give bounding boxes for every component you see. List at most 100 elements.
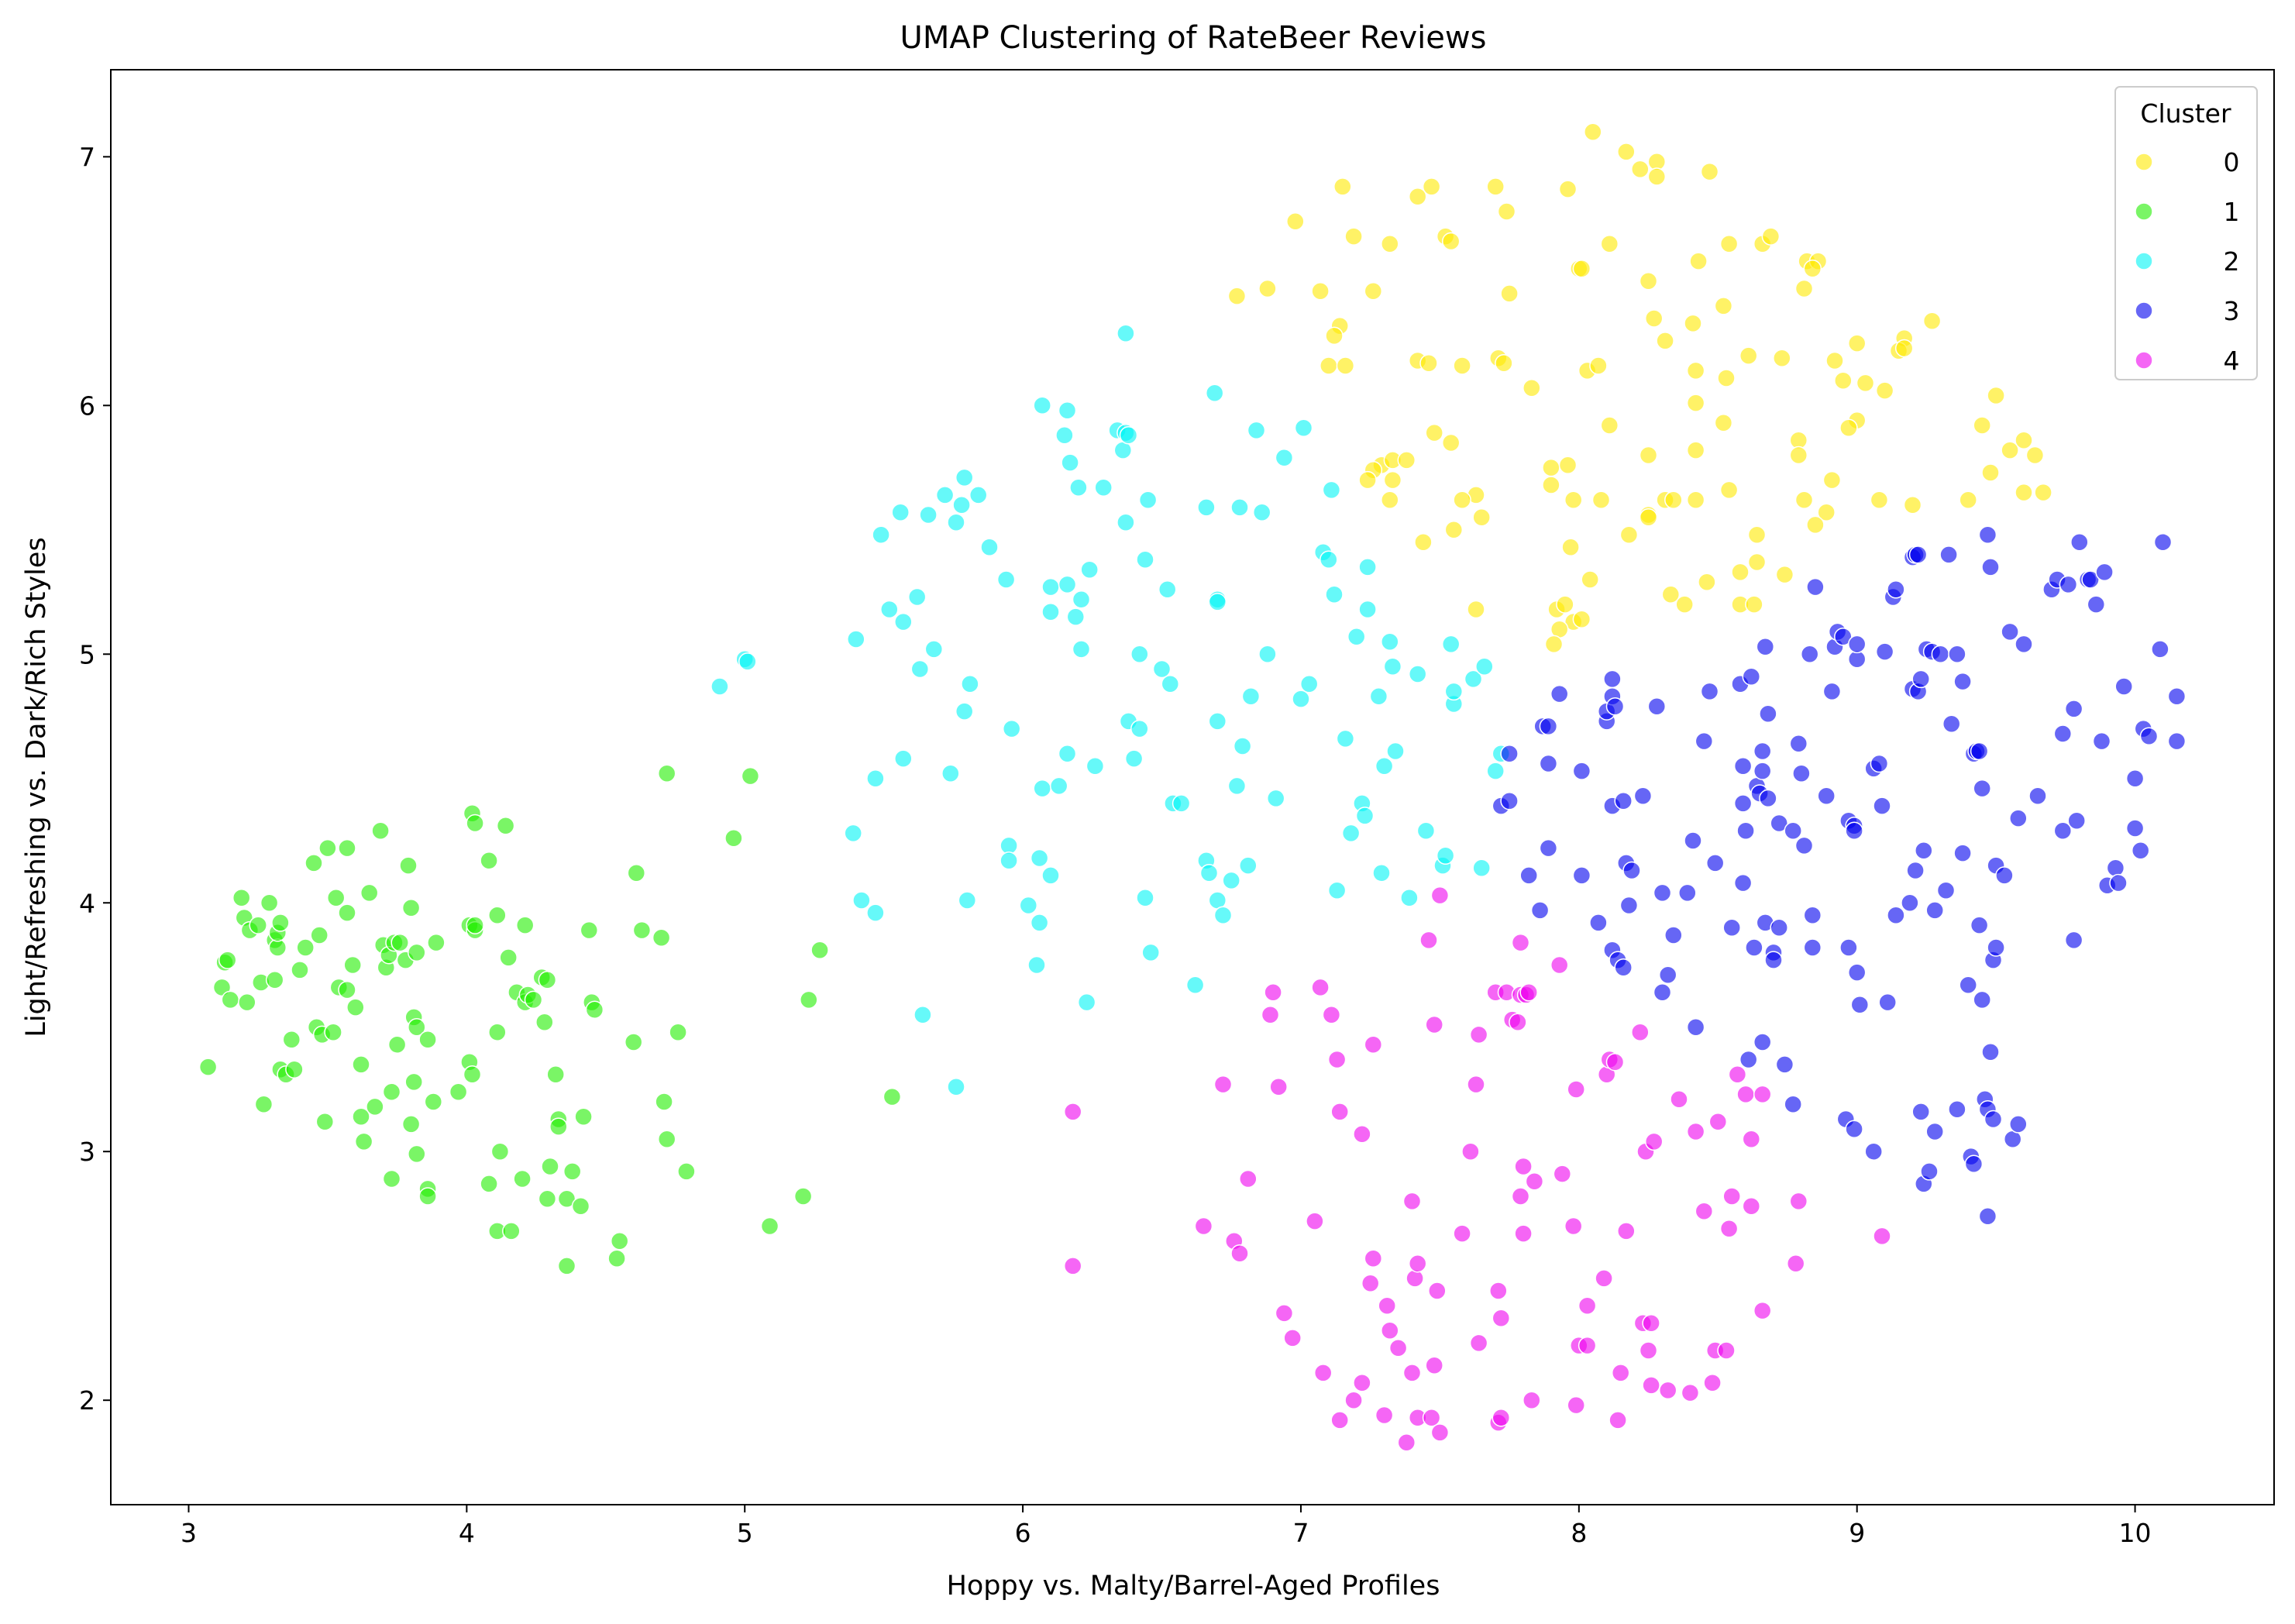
point-cluster-2-4 xyxy=(847,630,865,649)
point-cluster-1-92 xyxy=(538,1189,557,1208)
point-cluster-1-50 xyxy=(387,1035,407,1054)
point-cluster-1-100 xyxy=(571,1197,590,1216)
point-cluster-2-109 xyxy=(1358,558,1377,576)
legend-marker-0 xyxy=(2135,153,2153,171)
point-cluster-3-81 xyxy=(1847,963,1867,982)
point-cluster-4-16 xyxy=(1327,1050,1347,1069)
point-cluster-0-52 xyxy=(1717,369,1736,387)
point-cluster-2-38 xyxy=(1033,779,1051,798)
point-cluster-4-85 xyxy=(1644,1132,1664,1151)
point-cluster-4-71 xyxy=(1578,1336,1597,1355)
point-cluster-3-153 xyxy=(2087,595,2106,614)
point-cluster-3-112 xyxy=(1939,545,1958,564)
x-tick-label: 3 xyxy=(181,1518,197,1548)
point-cluster-0-104 xyxy=(1959,490,1977,510)
point-cluster-3-102 xyxy=(1915,841,1933,860)
point-cluster-3-117 xyxy=(1953,844,1972,862)
point-cluster-0-8 xyxy=(1408,187,1427,206)
point-cluster-4-62 xyxy=(1523,1391,1541,1409)
legend-marker-3 xyxy=(2135,301,2153,320)
point-cluster-3-36 xyxy=(1700,682,1719,701)
point-cluster-0-102 xyxy=(1870,490,1889,510)
x-axis: 3 4 5 6 7 8 9 10 xyxy=(181,1505,2152,1548)
point-cluster-0-119 xyxy=(1661,585,1681,604)
point-cluster-4-15 xyxy=(1322,1005,1341,1024)
series-0 xyxy=(1227,122,2052,654)
point-cluster-1-51 xyxy=(391,933,409,952)
point-cluster-4-36 xyxy=(1422,1408,1441,1427)
point-cluster-1-12 xyxy=(260,893,279,913)
point-cluster-1-77 xyxy=(488,906,507,925)
point-cluster-0-0 xyxy=(1584,122,1602,141)
point-cluster-4-94 xyxy=(1717,1341,1736,1360)
point-cluster-1-73 xyxy=(466,814,484,833)
point-cluster-2-124 xyxy=(1444,682,1464,701)
point-cluster-2-9 xyxy=(880,600,899,619)
point-cluster-1-35 xyxy=(338,903,356,922)
point-cluster-4-0 xyxy=(1063,1103,1082,1121)
point-cluster-0-33 xyxy=(1714,297,1733,315)
point-cluster-3-46 xyxy=(1745,938,1763,957)
point-cluster-0-103 xyxy=(1903,495,1922,514)
point-cluster-1-17 xyxy=(265,971,284,989)
point-cluster-0-120 xyxy=(1675,595,1694,614)
point-cluster-1-102 xyxy=(580,920,599,940)
point-cluster-3-147 xyxy=(2064,931,2083,950)
point-cluster-3-34 xyxy=(1686,1017,1705,1037)
point-cluster-0-27 xyxy=(1258,279,1277,298)
point-cluster-4-57 xyxy=(1511,1187,1530,1206)
y-tick-label: 4 xyxy=(79,888,95,918)
point-cluster-1-81 xyxy=(499,948,518,967)
point-cluster-4-26 xyxy=(1378,1296,1396,1315)
point-cluster-2-20 xyxy=(947,513,965,532)
point-cluster-3-10 xyxy=(1572,762,1591,780)
point-cluster-0-68 xyxy=(1397,451,1416,470)
point-cluster-0-38 xyxy=(1922,311,1942,330)
point-cluster-1-3 xyxy=(218,951,237,969)
point-cluster-2-89 xyxy=(1239,856,1258,875)
point-cluster-0-40 xyxy=(1325,326,1344,346)
point-cluster-3-9 xyxy=(1550,684,1569,704)
point-cluster-0-118 xyxy=(1698,573,1716,591)
point-cluster-4-9 xyxy=(1269,1078,1288,1096)
point-cluster-0-24 xyxy=(1689,252,1708,270)
point-cluster-1-48 xyxy=(382,1169,401,1189)
point-cluster-0-97 xyxy=(1719,480,1739,500)
point-cluster-1-11 xyxy=(254,1095,274,1113)
point-cluster-0-29 xyxy=(1311,281,1330,301)
point-cluster-1-114 xyxy=(669,1023,687,1041)
point-cluster-2-28 xyxy=(980,538,999,557)
point-cluster-3-57 xyxy=(1764,951,1783,969)
point-cluster-2-65 xyxy=(1130,645,1149,664)
point-cluster-0-122 xyxy=(1745,595,1763,614)
point-cluster-3-125 xyxy=(1973,779,1991,798)
point-cluster-4-46 xyxy=(1469,1333,1488,1353)
point-cluster-1-34 xyxy=(338,980,356,1000)
point-cluster-2-54 xyxy=(1086,756,1105,776)
point-cluster-4-41 xyxy=(1430,1423,1450,1442)
legend-label-4: 4 xyxy=(2224,346,2240,376)
legend-title: Cluster xyxy=(2140,98,2231,129)
point-cluster-0-64 xyxy=(1441,433,1461,452)
point-cluster-1-1 xyxy=(212,978,232,997)
point-cluster-2-85 xyxy=(1222,871,1240,890)
point-cluster-4-70 xyxy=(1578,1296,1597,1315)
point-cluster-1-110 xyxy=(652,928,671,947)
point-cluster-0-93 xyxy=(1714,414,1733,432)
point-cluster-4-93 xyxy=(1708,1112,1728,1131)
point-cluster-3-120 xyxy=(1964,1154,1984,1174)
point-cluster-0-59 xyxy=(1856,373,1875,393)
point-cluster-1-16 xyxy=(271,914,290,932)
point-cluster-1-47 xyxy=(382,1082,401,1101)
point-cluster-2-34 xyxy=(1027,955,1046,975)
point-cluster-4-87 xyxy=(1670,1090,1688,1109)
x-tick-label: 7 xyxy=(1292,1518,1309,1548)
point-cluster-1-118 xyxy=(760,1216,779,1236)
point-cluster-0-114 xyxy=(1731,563,1750,582)
point-cluster-2-45 xyxy=(1058,401,1077,420)
point-cluster-0-72 xyxy=(1542,458,1560,477)
point-cluster-3-91 xyxy=(1845,1120,1863,1139)
point-cluster-2-84 xyxy=(1208,593,1227,611)
point-cluster-3-93 xyxy=(1887,906,1905,925)
point-cluster-0-92 xyxy=(1686,441,1705,459)
